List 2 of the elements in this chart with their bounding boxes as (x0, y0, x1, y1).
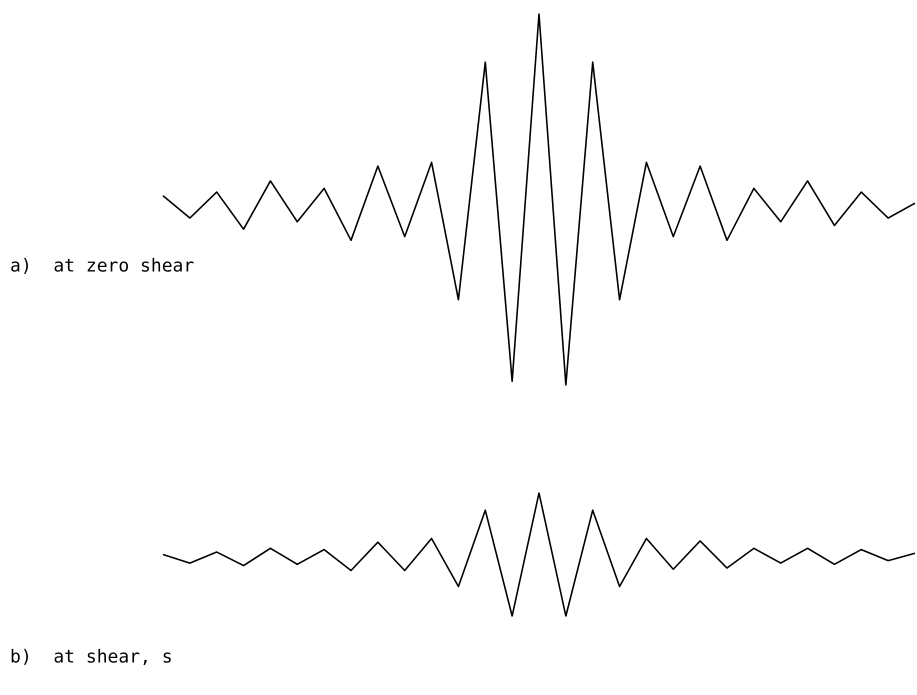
text: b) at shear, s (10, 646, 173, 668)
text: a) at zero shear (10, 256, 194, 276)
